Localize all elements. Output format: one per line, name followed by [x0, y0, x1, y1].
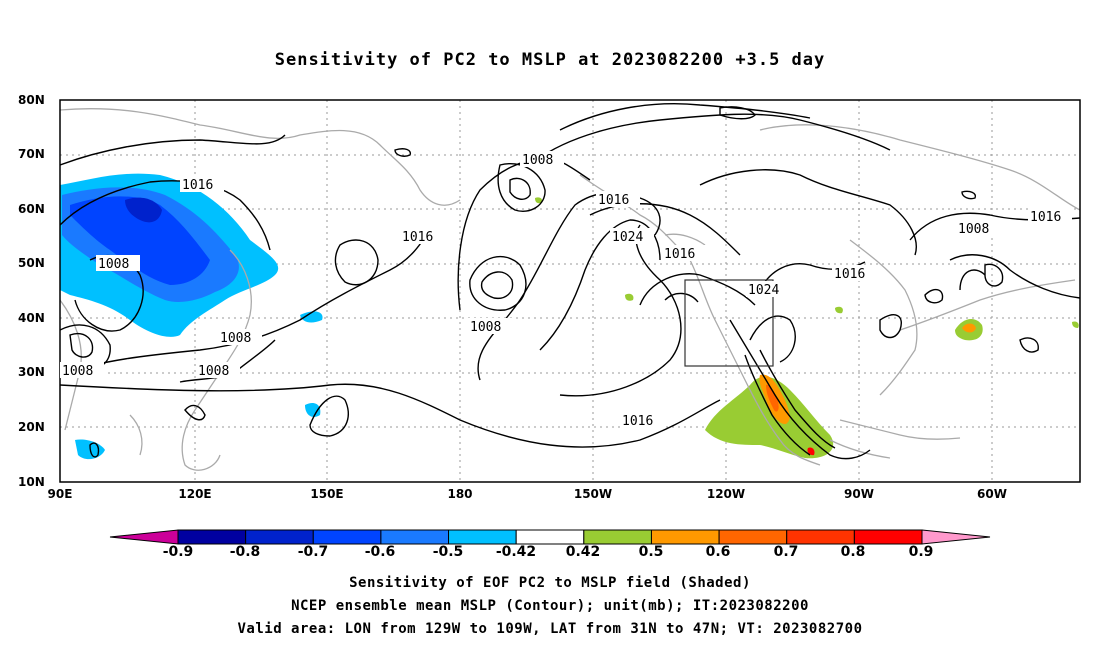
contour-labels: 1016 1008 1008 1008 1008 1008 1016 1024 … — [60, 151, 1072, 429]
colorbar-box — [312, 529, 382, 545]
colorbar-label: 0.9 — [908, 544, 934, 560]
colorbar-label: 0.6 — [705, 544, 731, 560]
colorbar-min-arrow — [109, 529, 179, 545]
lat-label: 30N — [18, 365, 45, 379]
colorbar-label: 0.7 — [773, 544, 799, 560]
lon-label: 90E — [47, 487, 73, 501]
lon-label: 120E — [178, 487, 212, 501]
colorbar-label: 0.42 — [565, 544, 601, 560]
contour-label: 1016 — [622, 414, 653, 429]
colorbar-max-arrow — [921, 529, 991, 545]
lat-label: 80N — [18, 93, 45, 107]
plot-frame — [59, 99, 1081, 483]
colorbar-box — [583, 529, 652, 545]
colorbar-label: -0.7 — [297, 544, 329, 560]
colorbar-label: -0.5 — [432, 544, 464, 560]
positive-sensitivity-area — [705, 376, 834, 459]
contour-label: 1016 — [834, 267, 865, 282]
lon-label: 90W — [844, 487, 874, 501]
colorbar — [109, 529, 991, 545]
lat-label: 10N — [18, 475, 45, 489]
lat-label: 40N — [18, 311, 45, 325]
lon-label: 180 — [447, 487, 473, 501]
colorbar-box — [853, 529, 923, 545]
contour-label: 1008 — [522, 153, 553, 168]
colorbar-box — [245, 529, 314, 545]
contour-label: 1016 — [598, 193, 629, 208]
caption-line-2: NCEP ensemble mean MSLP (Contour); unit(… — [291, 598, 809, 614]
caption-line-3: Valid area: LON from 129W to 109W, LAT f… — [237, 621, 863, 637]
colorbar-label: -0.8 — [229, 544, 261, 560]
colorbar-box — [380, 529, 450, 545]
colorbar-label: -0.9 — [162, 544, 194, 560]
lat-label: 20N — [18, 420, 45, 434]
caption-line-1: Sensitivity of EOF PC2 to MSLP field (Sh… — [349, 575, 751, 591]
colorbar-box — [177, 529, 247, 545]
lat-label: 50N — [18, 256, 45, 270]
colorbar-box — [650, 529, 720, 545]
contour-label: 1008 — [220, 331, 251, 346]
contour-label: 1008 — [198, 364, 229, 379]
colorbar-label: -0.6 — [364, 544, 396, 560]
colorbar-box — [786, 529, 855, 545]
lon-label: 150E — [310, 487, 344, 501]
contour-label: 1008 — [98, 257, 129, 272]
contour-label: 1008 — [62, 364, 93, 379]
colorbar-label: -0.42 — [495, 544, 537, 560]
lon-label: 60W — [977, 487, 1007, 501]
lat-label: 70N — [18, 147, 45, 161]
colorbar-box — [515, 529, 585, 545]
lon-label: 150W — [573, 487, 613, 501]
contour-label: 1008 — [958, 222, 989, 237]
contour-label: 1024 — [748, 283, 779, 298]
colorbar-label: 0.5 — [638, 544, 664, 560]
lon-label: 120W — [706, 487, 746, 501]
contour-label: 1016 — [182, 178, 213, 193]
lat-label: 60N — [18, 202, 45, 216]
colorbar-box — [448, 529, 517, 545]
sensitivity-shading — [60, 173, 1079, 460]
mslp-contours — [60, 103, 1080, 460]
colorbar-label: 0.8 — [840, 544, 866, 560]
contour-label: 1024 — [612, 230, 643, 245]
contour-label: 1008 — [470, 320, 501, 335]
map-title: Sensitivity of PC2 to MSLP at 2023082200… — [274, 50, 826, 70]
contour-label: 1016 — [664, 247, 695, 262]
valid-area-box — [684, 279, 774, 367]
contour-label: 1016 — [1030, 210, 1061, 225]
contour-label: 1016 — [402, 230, 433, 245]
colorbar-box — [718, 529, 788, 545]
